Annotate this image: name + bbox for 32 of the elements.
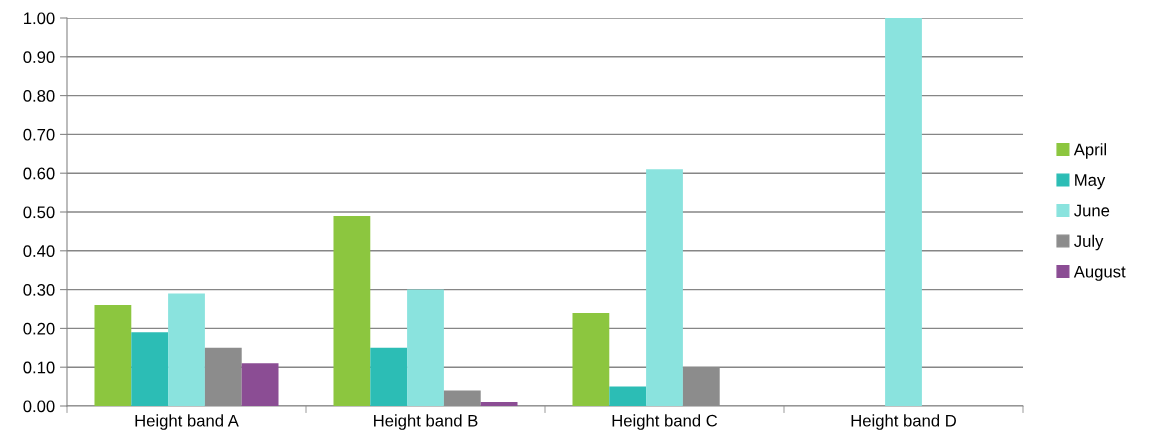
bar [609,386,647,406]
y-tick-label: 0.00 [23,400,55,413]
y-tick-label: 0.50 [23,206,55,219]
x-tick-label: Height band A [135,414,239,430]
bar [572,312,610,406]
bar [168,293,205,406]
bar [333,215,371,406]
x-tick-label: Height band B [374,414,478,430]
y-tick-label: 0.10 [23,361,55,374]
legend-label: April [1073,143,1107,159]
y-tick-label: 0.80 [23,90,55,102]
bar [131,332,169,406]
bar [370,347,408,406]
bar [94,305,132,406]
bar [241,363,279,406]
legend-label: August [1073,265,1126,281]
bar [407,289,444,406]
y-tick-label: 0.90 [23,51,55,63]
y-tick-label: 0.70 [23,128,55,141]
legend-label: May [1075,174,1106,190]
y-tick-label: 0.20 [23,322,55,335]
bar [885,18,922,406]
y-tick-label: 1.00 [24,12,55,25]
x-tick-label: Height band C [612,414,718,430]
y-tick-label: 0.30 [23,284,55,296]
legend-label: June [1074,204,1110,217]
y-tick-label: 0.40 [23,245,55,257]
bar [480,402,518,406]
x-tick-label: Height band D [851,414,956,430]
y-tick-label: 0.60 [23,167,55,180]
legend-label: July [1074,234,1104,251]
bar [646,169,683,406]
